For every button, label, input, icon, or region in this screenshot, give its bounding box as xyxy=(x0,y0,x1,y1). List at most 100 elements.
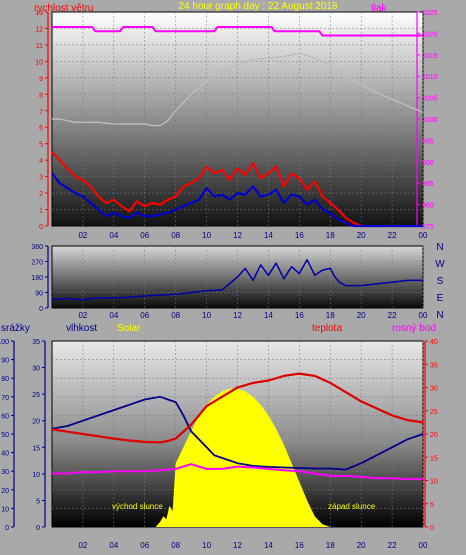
wind-speed-axis-tick-label: 3 xyxy=(39,175,43,182)
rain-axis-tick-label: 100 xyxy=(0,339,9,346)
compass-direction-label: N xyxy=(436,310,443,321)
gray-series-line xyxy=(52,52,424,127)
compass-direction-label: S xyxy=(437,276,444,287)
temperature-chart-x-tick-label: 04 xyxy=(109,541,118,550)
rain-axis-tick-label: 0 xyxy=(5,525,9,532)
wind-pressure-chart-x-tick-label: 16 xyxy=(295,231,304,240)
rain-axis-tick-label: 50 xyxy=(1,432,9,439)
wind-speed-axis-tick-label: 7 xyxy=(39,109,43,116)
pressure-axis-tick-label: 985 xyxy=(422,181,434,188)
wind-direction-chart-x-tick-label: 04 xyxy=(109,311,118,320)
wind-pressure-chart-x-tick-label: 18 xyxy=(326,231,335,240)
temperature-axis-tick-label: 40 xyxy=(430,339,438,346)
pressure-axis-tick-label: 1025 xyxy=(422,10,438,17)
wind-pressure-chart-x-tick-label: 06 xyxy=(140,231,149,240)
wind-speed-axis-tick-label: 1 xyxy=(39,208,43,215)
wind-direction-axis-tick-label: 90 xyxy=(35,291,43,298)
wind-pressure-chart-x-tick-label: 14 xyxy=(264,231,273,240)
wind-direction-chart-x-tick-label: 08 xyxy=(171,311,180,320)
humidity-axis-tick-label: 5 xyxy=(36,498,40,505)
temperature-chart-x-tick-label: 06 xyxy=(140,541,149,550)
sunrise-annotation: východ slunce xyxy=(112,502,163,511)
compass-direction-label: E xyxy=(437,293,444,304)
wind-direction-chart-x-tick-label: 10 xyxy=(202,311,211,320)
wind-speed-axis-tick-label: 4 xyxy=(39,158,43,165)
rain-axis-tick-label: 80 xyxy=(1,376,9,383)
wind-pressure-chart-x-tick-label: 08 xyxy=(171,231,180,240)
wind-pressure-chart-x-tick-label: 22 xyxy=(388,231,397,240)
wind-speed-axis-title: rychlost větru xyxy=(34,3,93,14)
wind-direction-axis-tick-label: 0 xyxy=(39,306,43,313)
temperature-chart-x-tick-label: 08 xyxy=(171,541,180,550)
humidity-axis-tick-label: 35 xyxy=(32,339,40,346)
pressure-axis-tick-label: 1010 xyxy=(422,74,438,81)
wind-direction-chart-x-tick-label: 06 xyxy=(140,311,149,320)
temperature-axis-tick-label: 5 xyxy=(430,502,434,509)
wind-speed-axis-tick-label: 11 xyxy=(36,43,43,50)
temperature-axis-tick-label: 20 xyxy=(430,432,438,439)
wind-speed-axis-tick-label: 13 xyxy=(35,10,43,17)
solar-area xyxy=(155,388,331,527)
pressure-axis-title: tlak xyxy=(371,3,388,14)
wind-pressure-chart-x-tick-label: 20 xyxy=(357,231,366,240)
wind-pressure-chart-x-tick-label: 00 xyxy=(419,231,428,240)
humidity-axis-tick-label: 0 xyxy=(36,525,40,532)
temperature-axis-tick-label: 35 xyxy=(430,362,438,369)
rain-axis-tick-label: 70 xyxy=(1,395,9,402)
pressure-axis-tick-label: 1005 xyxy=(422,96,438,103)
pressure-axis-tick-label: 975 xyxy=(422,224,434,231)
humidity-axis-title: vlhkost xyxy=(66,323,97,334)
rain-axis-tick-label: 30 xyxy=(1,469,9,476)
humidity-axis-tick-label: 30 xyxy=(32,366,40,373)
wind-direction-chart-x-tick-label: 22 xyxy=(388,311,397,320)
temperature-axis-tick-label: 30 xyxy=(430,386,438,393)
temperature-axis-tick-label: 10 xyxy=(430,479,438,486)
wind-pressure-chart-plot-area xyxy=(51,11,424,227)
temperature-chart-x-tick-label: 12 xyxy=(233,541,242,550)
pressure-axis-tick-label: 1015 xyxy=(422,53,438,60)
sunset-annotation: západ slunce xyxy=(328,502,376,511)
wind-direction-axis-tick-label: 360 xyxy=(31,244,43,251)
humidity-axis-tick-label: 10 xyxy=(32,472,40,479)
wind-direction-chart-x-tick-label: 16 xyxy=(295,311,304,320)
pressure-axis-tick-label: 995 xyxy=(422,138,434,145)
temperature-chart-x-tick-label: 02 xyxy=(78,541,87,550)
temperature-chart-x-tick-label: 10 xyxy=(202,541,211,550)
chart-title: 24 hour graph day : 22 August 2018 xyxy=(178,1,337,12)
wind-pressure-chart-x-tick-label: 10 xyxy=(202,231,211,240)
rain-axis-tick-label: 10 xyxy=(1,506,9,513)
wind-direction-axis-tick-label: 270 xyxy=(31,260,43,267)
wind-pressure-chart-x-tick-label: 02 xyxy=(78,231,87,240)
temperature-axis-title: teplota xyxy=(312,323,342,334)
wind-direction-chart-x-tick-label: 18 xyxy=(326,311,335,320)
wind-direction-chart-x-tick-label: 20 xyxy=(357,311,366,320)
compass-direction-label: N xyxy=(436,242,443,253)
temperature-chart-x-tick-label: 22 xyxy=(388,541,397,550)
wind-speed-axis-tick-label: 0 xyxy=(39,224,43,231)
temperature-chart-x-tick-label: 14 xyxy=(264,541,273,550)
temperature-chart-x-tick-label: 00 xyxy=(419,541,428,550)
temperature-axis-tick-label: 0 xyxy=(430,525,434,532)
wind-speed-axis-tick-label: 2 xyxy=(39,191,43,198)
wind-direction-line xyxy=(51,259,423,301)
wind-speed-axis-tick-label: 10 xyxy=(35,59,43,66)
humidity-line xyxy=(51,395,424,471)
temperature-axis-tick-label: 25 xyxy=(430,409,438,416)
solar-legend-label: Solar xyxy=(117,323,141,334)
pressure-axis-tick-label: 1000 xyxy=(422,117,438,124)
pressure-line xyxy=(52,26,423,37)
temperature-chart-x-tick-label: 16 xyxy=(295,541,304,550)
rain-axis-tick-label: 20 xyxy=(1,488,9,495)
wind-direction-axis-tick-label: 180 xyxy=(31,275,43,282)
wind-average-line xyxy=(51,172,423,228)
wind-speed-axis-tick-label: 5 xyxy=(39,142,43,149)
temperature-chart-x-tick-label: 18 xyxy=(326,541,335,550)
humidity-axis-tick-label: 15 xyxy=(32,445,40,452)
wind-pressure-chart-x-tick-label: 12 xyxy=(233,231,242,240)
pressure-axis-tick-label: 1020 xyxy=(422,31,438,38)
wind-speed-axis-tick-label: 6 xyxy=(39,125,43,132)
pressure-axis-tick-label: 980 xyxy=(422,203,434,210)
wind-gust-line xyxy=(51,151,423,228)
compass-direction-label: W xyxy=(435,259,445,270)
